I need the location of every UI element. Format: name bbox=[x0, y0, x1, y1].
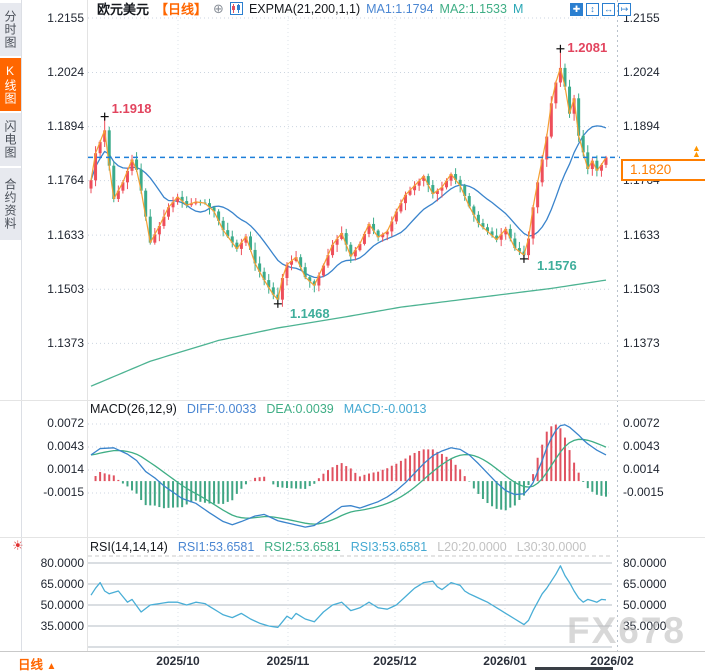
indicator-name: EXPMA(21,200,1,1) bbox=[248, 1, 361, 16]
y-axis-label: 1.1503 bbox=[47, 281, 84, 296]
y-axis-label: 50.0000 bbox=[40, 597, 84, 612]
y-axis-label: 35.0000 bbox=[40, 618, 84, 633]
price-alert-arrows-icon[interactable]: ▲ ▲ bbox=[692, 143, 701, 159]
range-slider-handle[interactable] bbox=[535, 667, 613, 670]
y-axis-label: 0.0043 bbox=[47, 439, 84, 454]
sidebar-tab-kline[interactable]: K线图 bbox=[0, 58, 21, 111]
y-axis-label: 1.1503 bbox=[623, 281, 660, 296]
macd-dea-value: DEA:0.0039 bbox=[266, 402, 334, 416]
y-axis-label: 1.2155 bbox=[47, 10, 84, 25]
ma3-value: M bbox=[512, 1, 524, 16]
chart-toolbar: ✚ ↕ ↔ ↦ bbox=[570, 3, 631, 16]
ma1-value: MA1:1.1794 bbox=[366, 1, 434, 16]
move-cross-icon[interactable]: ✚ bbox=[570, 3, 583, 16]
y-axis-label: 0.0014 bbox=[47, 462, 84, 477]
sidebar-tab-label: 合约资料 bbox=[3, 178, 17, 230]
rsi-l30-value: L30:30.0000 bbox=[516, 540, 587, 554]
period-tag: 【日线】 bbox=[155, 2, 208, 17]
sidebar-tab-label: K线图 bbox=[3, 64, 17, 105]
macd-title: MACD(26,12,9) bbox=[90, 402, 177, 416]
scale-y-axis-icon[interactable]: ↕ bbox=[586, 3, 599, 16]
chevron-up-icon: ▲ bbox=[46, 661, 57, 671]
y-axis-label: 1.1633 bbox=[623, 227, 660, 242]
add-indicator-icon[interactable]: ⊕ bbox=[213, 0, 224, 16]
sidebar-tab-label: 分时图 bbox=[3, 10, 17, 49]
y-axis-label: -0.0015 bbox=[623, 485, 664, 500]
sidebar-tab-timeshare[interactable]: 分时图 bbox=[0, 3, 21, 56]
rsi1-value: RSI1:53.6581 bbox=[177, 540, 255, 554]
swing-low-label-1: 1.1468 bbox=[289, 305, 330, 321]
y-axis-label: 0.0043 bbox=[623, 439, 660, 454]
y-axis-label: 1.2024 bbox=[47, 65, 84, 79]
y-axis-label: 80.0000 bbox=[623, 555, 667, 570]
chart-header: 欧元美元 【日线】 ⊕ EXPMA(21,200,1,1) MA1:1.1794… bbox=[97, 0, 524, 18]
sidebar-divider bbox=[21, 0, 22, 671]
y-axis-label: 1.2155 bbox=[623, 10, 660, 25]
x-axis-label: 2025/12 bbox=[373, 654, 417, 668]
rsi-l20-value: L20:20.0000 bbox=[437, 540, 507, 554]
ma2-value: MA2:1.1533 bbox=[439, 1, 507, 16]
y-axis-label: 1.1894 bbox=[47, 119, 84, 134]
y-axis-label: 50.0000 bbox=[623, 597, 667, 612]
y-axis-label: 1.1633 bbox=[47, 227, 84, 242]
swing-low-label-2: 1.1576 bbox=[536, 257, 577, 273]
rsi2-value: RSI2:53.6581 bbox=[264, 540, 341, 554]
x-axis-label: 2025/11 bbox=[266, 654, 310, 668]
current-price-box[interactable]: 1.1820 bbox=[621, 159, 705, 181]
y-axis-label: 0.0072 bbox=[47, 416, 84, 431]
rsi-title: RSI(14,14,14) bbox=[90, 540, 168, 554]
bottom-time-axis-bar bbox=[0, 651, 705, 671]
scale-x-axis-icon[interactable]: ↔ bbox=[602, 3, 615, 16]
y-axis-label: 65.0000 bbox=[40, 576, 84, 591]
y-axis-label: 1.2024 bbox=[623, 65, 660, 79]
y-axis-label: -0.0015 bbox=[43, 485, 84, 500]
macd-header[interactable]: MACD(26,12,9) DIFF:0.0033 DEA:0.0039 MAC… bbox=[90, 402, 426, 416]
swing-high-label-2: 1.2081 bbox=[567, 39, 608, 55]
sidebar-tab-contract-info[interactable]: 合约资料 bbox=[0, 168, 21, 240]
sidebar-tab-label: 闪电图 bbox=[3, 120, 17, 159]
macd-diff-value: DIFF:0.0033 bbox=[186, 402, 257, 416]
kline-mini-icon bbox=[229, 2, 243, 15]
period-selector[interactable]: 日线 ▲ bbox=[18, 654, 56, 671]
y-axis-label: 1.1373 bbox=[623, 335, 660, 350]
sidebar-tab-lightning[interactable]: 闪电图 bbox=[0, 113, 21, 166]
x-axis-label: 2026/01 bbox=[483, 654, 527, 668]
y-axis-label: 1.1373 bbox=[47, 335, 84, 350]
y-axis-label: 80.0000 bbox=[40, 555, 84, 570]
y-axis-label: 0.0014 bbox=[623, 462, 660, 477]
macd-hist-value: MACD:-0.0013 bbox=[343, 402, 427, 416]
period-selector-label: 日线 bbox=[18, 658, 44, 671]
swing-high-label-1: 1.1918 bbox=[111, 100, 152, 116]
y-axis-label: 1.1894 bbox=[623, 119, 660, 134]
y-axis-label: 1.1764 bbox=[47, 173, 84, 188]
x-axis-label: 2026/02 bbox=[590, 654, 634, 668]
rsi-header[interactable]: RSI(14,14,14) RSI1:53.6581 RSI2:53.6581 … bbox=[90, 540, 586, 554]
y-axis-label: 0.0072 bbox=[623, 416, 660, 431]
rsi3-value: RSI3:53.6581 bbox=[350, 540, 428, 554]
y-axis-label: 65.0000 bbox=[623, 576, 667, 591]
symbol-name: 欧元美元 bbox=[97, 2, 150, 17]
x-axis-label: 2025/10 bbox=[156, 654, 200, 668]
indicator-settings-sun-icon[interactable]: ☀ bbox=[12, 538, 24, 553]
export-right-icon[interactable]: ↦ bbox=[618, 3, 631, 16]
y-axis-label: 35.0000 bbox=[623, 618, 667, 633]
